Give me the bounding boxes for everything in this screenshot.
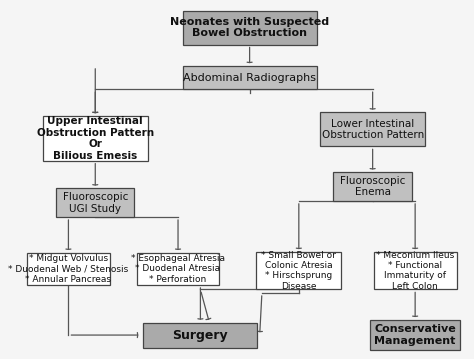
FancyBboxPatch shape [143, 322, 257, 348]
Text: Abdominal Radiographs: Abdominal Radiographs [183, 73, 316, 83]
Text: * Meconium Ileus
* Functional
Immaturity of
Left Colon: * Meconium Ileus * Functional Immaturity… [376, 251, 454, 291]
Text: * Small Bowel or
Colonic Atresia
* Hirschsprung
Disease: * Small Bowel or Colonic Atresia * Hirsc… [261, 251, 336, 291]
FancyBboxPatch shape [320, 112, 425, 146]
Text: * Midgut Volvulus
* Duodenal Web / Stenosis
* Annular Pancreas: * Midgut Volvulus * Duodenal Web / Steno… [9, 254, 128, 284]
FancyBboxPatch shape [256, 252, 341, 289]
FancyBboxPatch shape [182, 66, 317, 89]
FancyBboxPatch shape [370, 320, 460, 350]
Text: * Esophageal Atresia
* Duodenal Atresia
* Perforation: * Esophageal Atresia * Duodenal Atresia … [131, 254, 225, 284]
Text: Lower Intestinal
Obstruction Pattern: Lower Intestinal Obstruction Pattern [321, 118, 424, 140]
FancyBboxPatch shape [137, 253, 219, 285]
FancyBboxPatch shape [334, 172, 412, 201]
Text: Fluoroscopic
UGI Study: Fluoroscopic UGI Study [63, 192, 128, 214]
Text: Neonates with Suspected
Bowel Obstruction: Neonates with Suspected Bowel Obstructio… [170, 17, 329, 38]
FancyBboxPatch shape [43, 116, 148, 161]
Text: Conservative
Management: Conservative Management [374, 324, 456, 346]
Text: Upper Intestinal
Obstruction Pattern
Or
Bilious Emesis: Upper Intestinal Obstruction Pattern Or … [36, 116, 154, 161]
Text: Surgery: Surgery [173, 328, 228, 341]
FancyBboxPatch shape [182, 10, 317, 45]
FancyBboxPatch shape [27, 253, 110, 285]
FancyBboxPatch shape [56, 188, 135, 217]
FancyBboxPatch shape [374, 252, 456, 289]
Text: Fluoroscopic
Enema: Fluoroscopic Enema [340, 176, 405, 197]
